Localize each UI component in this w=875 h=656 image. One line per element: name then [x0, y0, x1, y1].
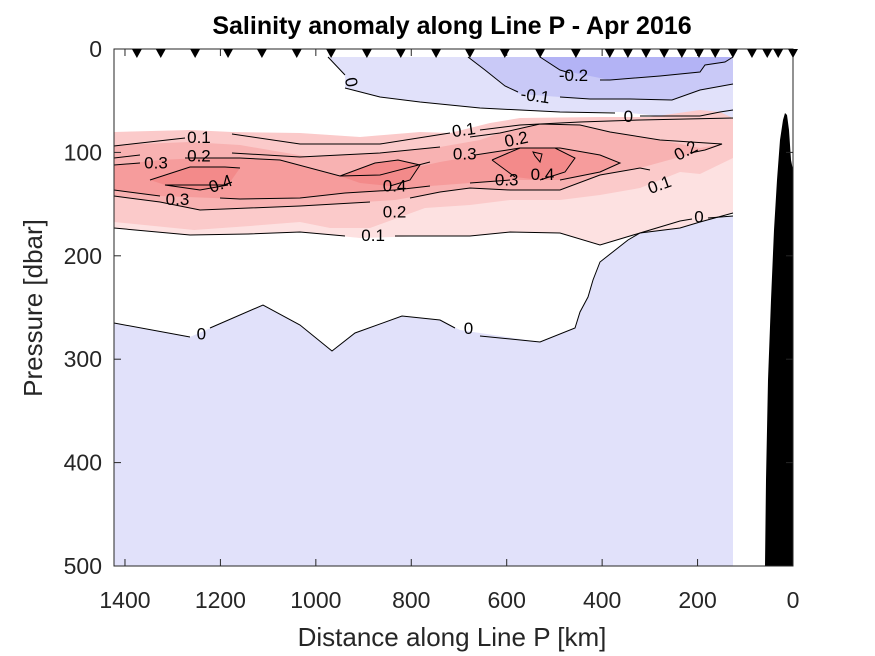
contour-label: -0.1 [519, 85, 551, 108]
contour-line-0.4-east [491, 147, 576, 181]
contour-label: 0.4 [383, 176, 407, 195]
contour-line-0.1-lower [114, 212, 734, 246]
contour-line-0-upper [327, 56, 734, 117]
x-tick-label: 800 [392, 587, 430, 613]
station-marker [570, 49, 581, 58]
contour-line-0.2-upper [114, 123, 723, 171]
chart-title: Salinity anomaly along Line P - Apr 2016 [212, 12, 691, 40]
contour-label: 0.1 [361, 226, 385, 245]
contour-fills [114, 57, 733, 566]
station-marker [762, 49, 773, 58]
station-marker [223, 49, 234, 58]
station-marker [710, 49, 721, 58]
y-tick-label: 300 [64, 346, 102, 372]
contour-label: 0.2 [187, 147, 211, 166]
contour-label: 0.3 [166, 190, 190, 209]
station-marker [291, 49, 302, 58]
contour-line-0.4-mid [339, 159, 421, 187]
fill-positive-0.4-east [492, 148, 575, 180]
y-axis-ticks: 0 100 200 300 400 500 [64, 36, 793, 579]
station-marker [788, 49, 798, 58]
contour-label: 0.3 [495, 170, 519, 189]
y-tick-label: 200 [64, 243, 102, 269]
fill-negative-deep [114, 216, 733, 566]
station-marker [746, 49, 757, 58]
x-tick-label: 400 [583, 587, 621, 613]
station-marker [659, 49, 670, 58]
contour-label: 0 [464, 319, 473, 338]
contour-line-0.3-upper [114, 147, 622, 184]
station-marker [535, 49, 546, 58]
y-axis-label: Pressure [dbar] [18, 219, 48, 397]
contour-lines [114, 56, 734, 352]
x-axis-ticks: 1400 1200 1000 800 600 400 200 0 [99, 49, 799, 613]
x-axis-label: Distance along Line P [km] [298, 622, 607, 652]
contour-line-0.4-west [149, 166, 241, 191]
station-marker [727, 49, 738, 58]
x-tick-label: 1000 [290, 587, 341, 613]
station-marker [155, 49, 166, 58]
fill-positive-0.4-mid [340, 160, 420, 186]
contour-line-minus0.2 [539, 56, 734, 81]
station-marker [499, 49, 510, 58]
station-marker [361, 49, 372, 58]
station-marker [676, 49, 687, 58]
station-marker [693, 49, 704, 58]
contour-label: 0.3 [453, 144, 477, 163]
y-tick-label: 0 [89, 36, 102, 62]
contour-label: 0 [694, 208, 703, 227]
x-tick-label: 0 [787, 587, 800, 613]
y-tick-label: 100 [64, 139, 102, 165]
station-marker [622, 49, 633, 58]
contour-label: 0 [341, 76, 361, 89]
station-marker [641, 49, 652, 58]
station-marker [131, 49, 142, 58]
contour-line-max-east [532, 151, 543, 164]
station-marker [256, 49, 267, 58]
y-tick-label: 500 [64, 553, 102, 579]
station-marker [464, 49, 475, 58]
contour-line-0.2-lower [114, 167, 641, 211]
contour-label: 0.1 [451, 119, 477, 141]
station-marker [604, 49, 615, 58]
x-tick-label: 1400 [99, 587, 150, 613]
station-marker [431, 49, 442, 58]
x-tick-label: 200 [678, 587, 716, 613]
plot-area: -0.2-0.1000.10.20.30.40.30.40.20.10.10.3… [64, 36, 800, 613]
contour-label: 0.1 [187, 128, 211, 147]
contour-line-0.1-upper [114, 117, 734, 147]
station-marker [773, 49, 784, 58]
contour-label: 0 [197, 324, 206, 343]
bathymetry [765, 113, 793, 566]
contour-label: 0.2 [503, 128, 530, 151]
station-markers [131, 49, 798, 58]
contour-line-minus0.1 [467, 56, 734, 101]
fill-negative-0.2 [540, 57, 733, 80]
contour-label: 0.3 [144, 154, 168, 173]
contour-label: 0.4 [531, 165, 555, 184]
x-tick-label: 1200 [195, 587, 246, 613]
contour-label: 0 [624, 107, 633, 126]
x-tick-label: 600 [488, 587, 526, 613]
y-tick-label: 400 [64, 450, 102, 476]
contour-line-0-deep [114, 215, 734, 352]
contour-line-0.3-lower [114, 185, 431, 200]
contour-label: 0.2 [383, 202, 407, 221]
axes-box [113, 48, 794, 567]
station-marker [395, 49, 406, 58]
station-marker [326, 49, 337, 58]
contour-label: -0.2 [559, 66, 588, 85]
station-marker [190, 49, 201, 58]
